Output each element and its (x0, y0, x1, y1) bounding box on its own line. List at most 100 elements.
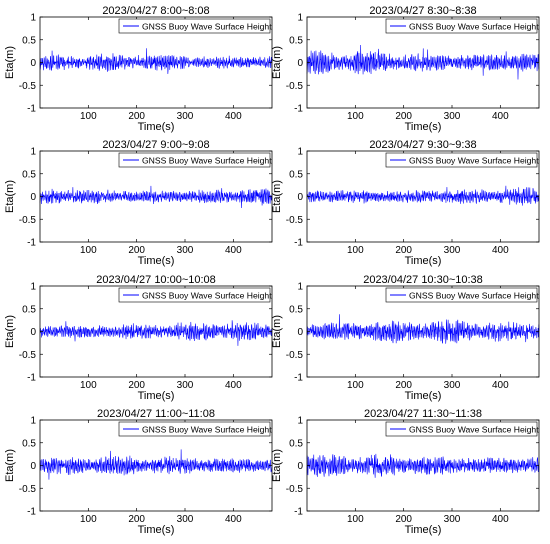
legend-label: GNSS Buoy Wave Surface Height (142, 425, 272, 435)
y-tick-label: -0.5 (19, 350, 37, 361)
panel-title: 2023/04/27 9:00~9:08 (102, 139, 209, 151)
x-tick-label: 300 (177, 514, 194, 525)
y-tick-label: 1 (30, 13, 36, 24)
legend-label: GNSS Buoy Wave Surface Height (142, 156, 272, 166)
x-tick-label: 400 (225, 514, 242, 525)
panel-title: 2023/04/27 11:30~11:38 (364, 408, 482, 420)
y-tick-label: 0.5 (289, 35, 303, 46)
legend-box (118, 287, 271, 303)
legend-label: GNSS Buoy Wave Surface Height (142, 291, 272, 301)
panel-6: 2023/04/27 10:30~10:38 100 200 300 400 -1 -0.5… (271, 274, 540, 402)
y-tick-label: -1 (294, 238, 303, 249)
wave-series-line (306, 314, 540, 344)
y-tick-label: 0.5 (22, 169, 36, 180)
x-tick-label: 200 (128, 380, 145, 391)
panel-3: 2023/04/27 9:00~9:08 100 200 300 400 -1 -0.5 0 0… (4, 139, 273, 267)
y-tick-label: 0 (30, 58, 36, 69)
panel-title: 2023/04/27 8:00~8:08 (102, 5, 209, 17)
y-tick-label: 0 (30, 192, 36, 203)
y-axis-label: Eta(m) (4, 180, 16, 213)
x-tick-label: 200 (128, 514, 145, 525)
wave-series-line (39, 185, 273, 208)
y-tick-label: -0.5 (286, 81, 304, 92)
panel-title: 2023/04/27 11:00~11:08 (97, 408, 215, 420)
y-tick-label: 0.5 (22, 438, 36, 449)
legend-box (118, 421, 271, 437)
x-tick-label: 400 (492, 380, 509, 391)
x-tick-label: 300 (444, 380, 461, 391)
y-tick-label: 0.5 (22, 304, 36, 315)
legend-label: GNSS Buoy Wave Surface Height (142, 22, 272, 32)
x-axis-label: Time(s) (405, 524, 442, 536)
y-tick-label: -0.5 (19, 484, 37, 495)
y-axis-label: Eta(m) (271, 180, 283, 213)
y-tick-label: 0 (30, 327, 36, 338)
y-tick-label: 1 (297, 13, 303, 24)
legend-box (385, 287, 538, 303)
y-tick-label: 1 (30, 147, 36, 158)
y-tick-label: 1 (30, 282, 36, 293)
y-tick-label: -0.5 (286, 215, 304, 226)
x-tick-label: 300 (444, 245, 461, 256)
panel-title: 2023/04/27 9:30~9:38 (369, 139, 476, 151)
y-tick-label: 0.5 (289, 438, 303, 449)
y-tick-label: 0.5 (289, 304, 303, 315)
y-tick-label: -1 (294, 104, 303, 115)
legend-box (385, 18, 538, 34)
x-axis-label: Time(s) (405, 255, 442, 267)
y-tick-label: 0.5 (22, 35, 36, 46)
y-axis-label: Eta(m) (271, 315, 283, 348)
y-tick-label: 0 (297, 192, 303, 203)
legend-box (385, 421, 538, 437)
legend-box (118, 152, 271, 168)
panel-title: 2023/04/27 10:30~10:38 (363, 274, 483, 286)
x-tick-label: 200 (395, 380, 412, 391)
y-tick-label: -1 (294, 507, 303, 518)
x-tick-label: 100 (80, 514, 97, 525)
x-tick-label: 300 (444, 514, 461, 525)
y-tick-label: 1 (297, 416, 303, 427)
y-axis-label: Eta(m) (4, 315, 16, 348)
wave-series-line (39, 320, 273, 346)
wave-series-line (306, 453, 540, 478)
wave-series-line (39, 48, 273, 74)
legend-label: GNSS Buoy Wave Surface Height (409, 156, 539, 166)
legend-label: GNSS Buoy Wave Surface Height (409, 22, 539, 32)
panel-1: 2023/04/27 8:00~8:08 100 200 300 400 -1 -0.5 0 0… (4, 5, 273, 133)
y-tick-label: 1 (297, 147, 303, 158)
y-tick-label: -0.5 (19, 215, 37, 226)
y-tick-label: -1 (294, 373, 303, 384)
y-tick-label: -1 (27, 238, 36, 249)
panel-7: 2023/04/27 11:00~11:08 100 200 300 400 -1 -0.5… (4, 408, 273, 536)
x-axis-label: Time(s) (138, 524, 175, 536)
x-tick-label: 200 (395, 245, 412, 256)
wave-series-line (39, 449, 273, 480)
legend-box (118, 18, 271, 34)
y-tick-label: 0 (297, 327, 303, 338)
legend-label: GNSS Buoy Wave Surface Height (409, 425, 539, 435)
x-tick-label: 400 (492, 514, 509, 525)
y-tick-label: 1 (30, 416, 36, 427)
legend-box (385, 152, 538, 168)
x-tick-label: 100 (80, 111, 97, 122)
x-tick-label: 100 (347, 514, 364, 525)
x-axis-label: Time(s) (138, 121, 175, 133)
x-tick-label: 200 (395, 111, 412, 122)
x-tick-label: 400 (225, 380, 242, 391)
x-tick-label: 300 (444, 111, 461, 122)
x-tick-label: 400 (225, 111, 242, 122)
y-tick-label: 0 (30, 461, 36, 472)
x-tick-label: 300 (177, 111, 194, 122)
x-tick-label: 300 (177, 380, 194, 391)
wave-series-line (306, 185, 540, 206)
x-axis-label: Time(s) (405, 121, 442, 133)
panel-title: 2023/04/27 10:00~10:08 (96, 274, 216, 286)
x-axis-label: Time(s) (405, 390, 442, 402)
x-tick-label: 100 (347, 111, 364, 122)
x-tick-label: 200 (128, 245, 145, 256)
x-axis-label: Time(s) (138, 390, 175, 402)
x-tick-label: 100 (347, 245, 364, 256)
y-tick-label: -0.5 (286, 484, 304, 495)
x-tick-label: 300 (177, 245, 194, 256)
